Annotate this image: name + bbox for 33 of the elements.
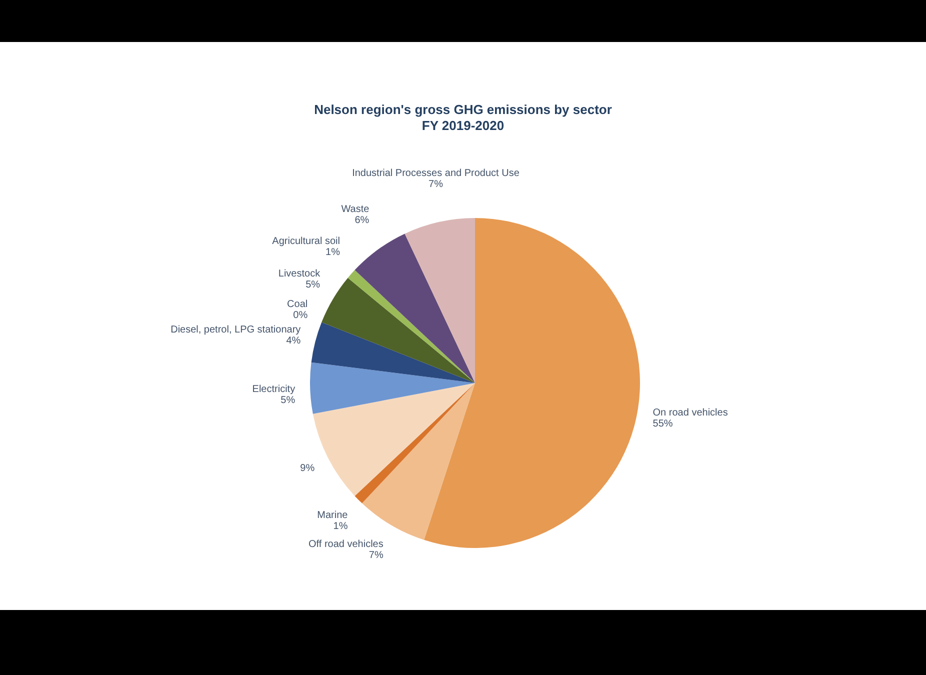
slice-label: Off road vehicles bbox=[308, 538, 384, 550]
data-label: 5% bbox=[280, 394, 296, 406]
slice-label: Livestock bbox=[278, 268, 322, 280]
slice-label: Waste bbox=[341, 204, 370, 216]
text: 0% bbox=[293, 310, 308, 321]
pie-slice bbox=[354, 234, 475, 383]
pie-slice bbox=[310, 362, 475, 414]
chart-subtitle: FY 2019-2020 bbox=[422, 118, 504, 133]
data-label: 1% bbox=[326, 246, 340, 258]
data-label: 7% bbox=[428, 179, 444, 190]
pie-slice bbox=[354, 383, 475, 504]
slice-label: Diesel, petrol, LPG stationary bbox=[170, 324, 301, 336]
data-label: 4% bbox=[286, 336, 301, 347]
data-label: 5% bbox=[306, 280, 320, 291]
category-label: Coal bbox=[287, 298, 308, 310]
pie-slice bbox=[322, 278, 475, 383]
data-label: 7% bbox=[368, 550, 384, 561]
data-label: 1% bbox=[333, 521, 348, 532]
chart-title: Nelson region's gross GHG emissions by sector bbox=[314, 102, 612, 117]
slice-label: Industrial Processes and Product Use bbox=[352, 168, 520, 180]
pie-slice bbox=[424, 218, 640, 548]
data-label: 6% bbox=[354, 215, 370, 226]
slice-label: Agricultural soil bbox=[272, 236, 340, 247]
slice-label: On road vehicles bbox=[652, 407, 728, 418]
data-label: 9% bbox=[300, 462, 315, 474]
slice-label: Electricity bbox=[252, 384, 296, 395]
pie-slice bbox=[348, 270, 475, 383]
pie-slice bbox=[362, 383, 475, 540]
pie-slice bbox=[311, 322, 475, 383]
slice-label: Marine bbox=[317, 510, 348, 522]
pie-slice bbox=[312, 383, 475, 496]
pie-slice bbox=[404, 218, 475, 383]
data-label: 55% bbox=[652, 418, 673, 430]
